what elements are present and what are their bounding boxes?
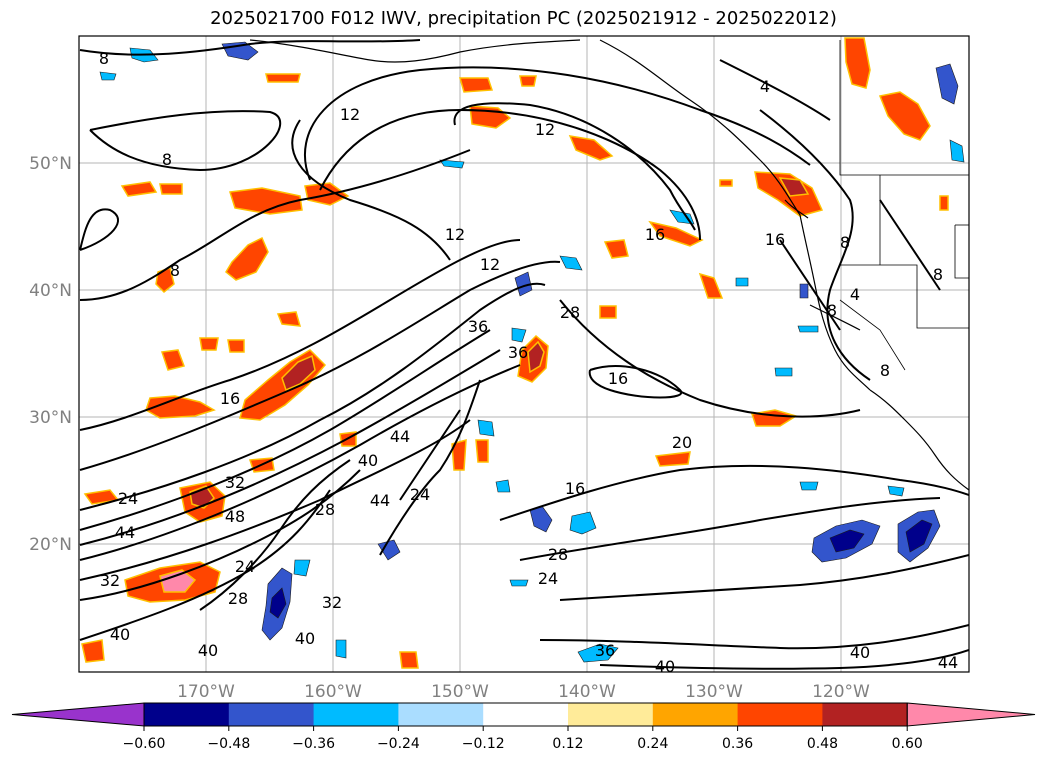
contour-label: 24 — [538, 569, 558, 588]
contour-label: 36 — [508, 343, 528, 362]
contour-label: 8 — [840, 233, 850, 252]
colorbar-tick-label: 0.60 — [892, 736, 923, 752]
contour-label: 28 — [228, 589, 248, 608]
colorbar-segment — [144, 703, 230, 726]
precip-positive-shading — [81, 37, 949, 669]
lon-label: 120°W — [812, 682, 870, 702]
contour-labels: 8 12 4 8 12 16 12 12 16 8 8 8 4 8 36 36 … — [99, 49, 958, 676]
colorbar-tick-label: −0.60 — [123, 736, 166, 752]
contour-label: 8 — [99, 49, 109, 68]
iwv-contours — [79, 39, 969, 670]
contour-label: 36 — [595, 641, 615, 660]
colorbar-extend-right — [906, 702, 1036, 727]
contour-label: 8 — [162, 150, 172, 169]
contour-label: 32 — [100, 571, 120, 590]
colorbar-tick-label: −0.24 — [377, 736, 420, 752]
contour-label: 12 — [535, 120, 555, 139]
contour-label: 40 — [850, 643, 870, 662]
colorbar-segment — [822, 703, 908, 726]
contour-label: 32 — [225, 473, 245, 492]
contour-label: 24 — [118, 489, 138, 508]
contour-label: 8 — [827, 301, 837, 320]
contour-label: 44 — [115, 523, 135, 542]
contour-label: 28 — [560, 303, 580, 322]
contour-label: 48 — [225, 507, 245, 526]
contour-label: 44 — [370, 491, 390, 510]
lat-label: 40°N — [29, 281, 72, 301]
colorbar-tick-label: 0.36 — [722, 736, 753, 752]
contour-label: 12 — [480, 255, 500, 274]
contour-label: 12 — [340, 105, 360, 124]
contour-label: 44 — [390, 427, 410, 446]
colorbar-tick-label: −0.48 — [207, 736, 250, 752]
colorbar-segment — [228, 703, 315, 726]
colorbar-segment — [737, 703, 823, 726]
contour-label: 24 — [410, 485, 430, 504]
colorbar-tick-label: 0.12 — [552, 736, 583, 752]
contour-label: 40 — [655, 657, 675, 676]
contour-label: 40 — [358, 451, 378, 470]
contour-label: 32 — [322, 593, 342, 612]
map-title: 2025021700 F012 IWV, precipitation PC (2… — [210, 8, 837, 29]
contour-label: 16 — [765, 230, 785, 249]
contour-label: 40 — [295, 629, 315, 648]
colorbar-segment — [652, 703, 739, 726]
lat-label: 50°N — [29, 154, 72, 174]
colorbar-segment — [483, 703, 569, 726]
colorbar-tick-label: −0.12 — [462, 736, 505, 752]
lon-label: 170°W — [177, 682, 235, 702]
colorbar-segment — [313, 703, 399, 726]
precip-negative-shading — [99, 41, 965, 663]
colorbar-tick-label: 0.48 — [807, 736, 838, 752]
contour-label: 8 — [933, 265, 943, 284]
lon-label: 140°W — [558, 682, 616, 702]
colorbar-outline — [143, 702, 908, 727]
contour-label: 28 — [315, 500, 335, 519]
contour-label: 8 — [880, 361, 890, 380]
lon-label: 160°W — [304, 682, 362, 702]
contour-label: 24 — [235, 557, 255, 576]
latitude-labels: 50°N 40°N 30°N 20°N — [29, 154, 72, 555]
colorbar: −0.60 −0.48 −0.36 −0.24 −0.12 0.12 0.24 0.36 0.4… — [11, 702, 1036, 752]
lon-label: 150°W — [431, 682, 489, 702]
contour-label: 12 — [445, 225, 465, 244]
colorbar-segment — [568, 703, 654, 726]
contour-label: 16 — [645, 225, 665, 244]
map-frame — [78, 35, 970, 673]
lat-label: 20°N — [29, 535, 72, 555]
contour-label: 16 — [220, 389, 240, 408]
contour-label: 40 — [110, 625, 130, 644]
contour-label: 8 — [170, 261, 180, 280]
political-borders — [839, 40, 969, 371]
longitude-labels: 170°W 160°W 150°W 140°W 130°W 120°W — [177, 682, 870, 702]
colorbar-segment — [398, 703, 484, 726]
contour-label: 28 — [548, 545, 568, 564]
contour-label: 36 — [468, 317, 488, 336]
contour-label: 16 — [565, 479, 585, 498]
lat-label: 30°N — [29, 408, 72, 428]
colorbar-extend-left — [11, 702, 145, 727]
contour-label: 4 — [760, 77, 770, 96]
colorbar-tick-label: 0.24 — [637, 736, 668, 752]
colorbar-tick-label: −0.36 — [292, 736, 335, 752]
coastlines — [249, 39, 969, 491]
lon-label: 130°W — [685, 682, 743, 702]
contour-label: 4 — [850, 285, 860, 304]
contour-label: 20 — [672, 433, 692, 452]
contour-label: 40 — [198, 641, 218, 660]
contour-label: 44 — [938, 653, 958, 672]
contour-label: 16 — [608, 369, 628, 388]
